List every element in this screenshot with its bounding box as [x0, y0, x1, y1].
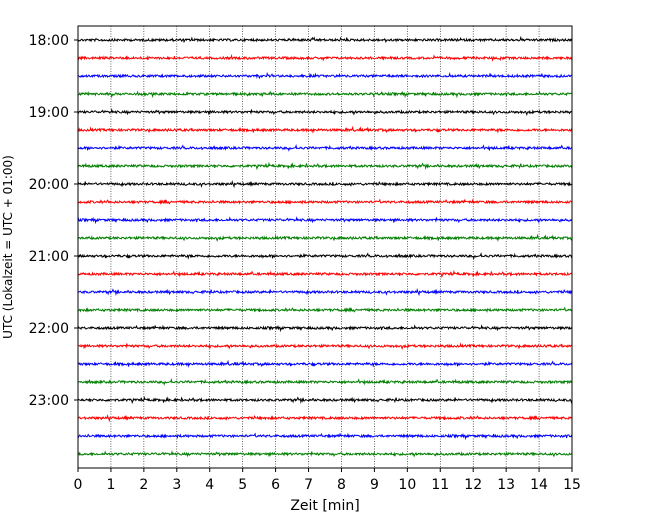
- x-tick-label: 8: [337, 477, 346, 493]
- trace-2000: [77, 180, 573, 189]
- y-tick-label: 22:00: [29, 321, 69, 337]
- x-tick-label: 13: [497, 477, 515, 493]
- x-tick-label: 15: [563, 477, 581, 493]
- x-axis-label: Zeit [min]: [290, 498, 359, 514]
- trace-2315: [77, 413, 573, 423]
- trace-2145: [77, 306, 573, 313]
- y-axis-label: UTC (Lokalzeit = UTC + 01:00): [1, 155, 15, 339]
- trace-1845: [77, 90, 573, 99]
- plot-frame: [77, 25, 573, 469]
- trace-2045: [77, 233, 573, 243]
- x-tick-label: 3: [172, 477, 181, 493]
- trace-group: [77, 35, 573, 458]
- trace-1815: [77, 53, 573, 62]
- y-axis-ticks: 18:00 19:00 20:00 21:00 22:00 23:00: [29, 33, 78, 409]
- trace-1930: [77, 143, 573, 152]
- x-tick-label: 0: [74, 477, 83, 493]
- x-axis-ticks: 0 1 2 3 4 5 6 7 8 9 10 11 12 13 14 15: [74, 468, 581, 493]
- x-tick-label: 1: [106, 477, 115, 493]
- trace-2230: [77, 359, 573, 368]
- y-tick-label: 19:00: [29, 105, 69, 121]
- y-tick-label: 20:00: [29, 177, 69, 193]
- trace-1945: [77, 161, 573, 171]
- trace-2300: [77, 395, 573, 405]
- trace-2245: [77, 377, 573, 386]
- x-tick-label: 2: [139, 477, 148, 493]
- y-tick-label: 21:00: [29, 249, 69, 265]
- trace-2015: [77, 198, 573, 205]
- y-tick-label: 18:00: [29, 33, 69, 49]
- trace-2345: [77, 450, 573, 458]
- x-tick-label: 9: [370, 477, 379, 493]
- x-tick-label: 7: [304, 477, 313, 493]
- trace-1900: [77, 108, 573, 117]
- x-tick-label: 5: [238, 477, 247, 493]
- trace-1915: [77, 125, 573, 134]
- y-tick-label: 23:00: [29, 393, 69, 409]
- trace-1800: [77, 35, 573, 44]
- x-tick-label: 14: [530, 477, 548, 493]
- trace-2330: [77, 432, 573, 441]
- trace-1830: [77, 71, 573, 80]
- trace-2200: [77, 324, 573, 333]
- x-tick-label: 4: [205, 477, 214, 493]
- x-tick-label: 11: [431, 477, 449, 493]
- trace-2130: [77, 288, 573, 297]
- trace-2030: [77, 216, 573, 225]
- x-tick-label: 10: [398, 477, 416, 493]
- trace-2115: [77, 269, 573, 279]
- x-tick-label: 12: [464, 477, 482, 493]
- x-tick-label: 6: [271, 477, 280, 493]
- vertical-grid: [110, 26, 540, 468]
- trace-2100: [77, 251, 573, 260]
- trace-2215: [77, 342, 573, 351]
